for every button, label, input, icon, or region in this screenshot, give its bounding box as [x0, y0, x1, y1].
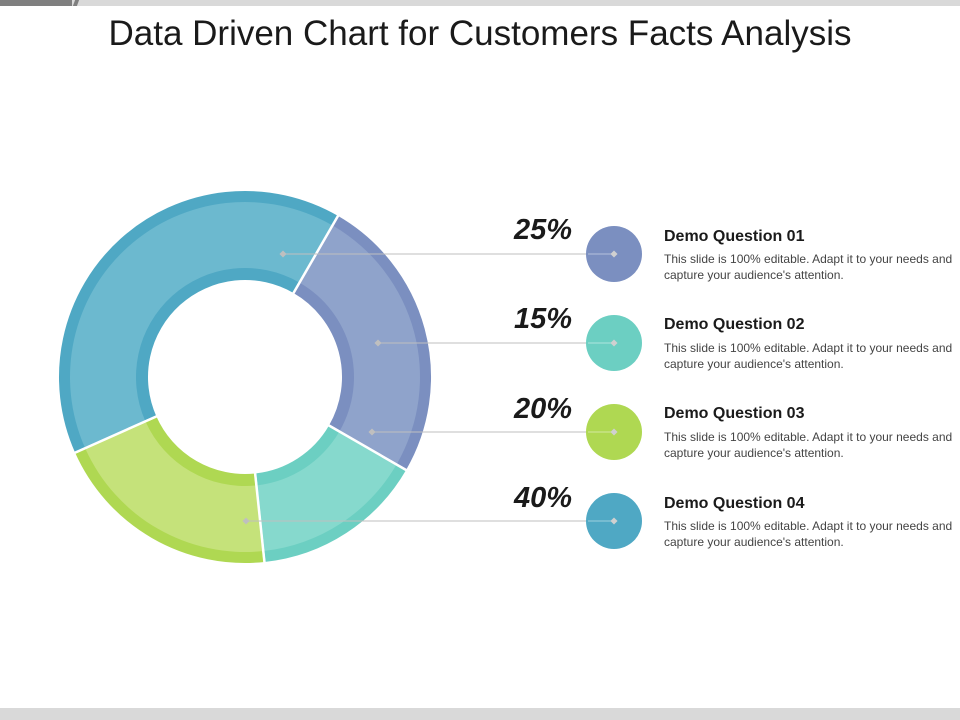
pct-label-1: 25%: [513, 214, 572, 246]
pct-label-3: 20%: [513, 393, 572, 425]
donut-slice-3: [85, 422, 263, 552]
donut-slice-1: [300, 226, 420, 464]
question-title-1: Demo Question 01: [664, 228, 805, 245]
bottom-decor-bar: [0, 708, 960, 720]
connector-start-dot-3: [368, 428, 376, 436]
pct-label-4: 40%: [513, 482, 572, 514]
question-title-4: Demo Question 04: [664, 495, 805, 512]
donut-slice-4: [70, 201, 332, 448]
connector-start-dot-2: [374, 339, 382, 347]
question-title-3: Demo Question 03: [664, 405, 805, 422]
question-desc-2: This slide is 100% editable. Adapt it to…: [664, 341, 953, 371]
connector-start-dot-4: [242, 517, 250, 525]
page-title: Data Driven Chart for Customers Facts An…: [108, 14, 852, 53]
question-desc-1: This slide is 100% editable. Adapt it to…: [664, 252, 953, 282]
legend-marker-dot-4: [610, 517, 618, 525]
top-decor-bar: [0, 0, 960, 6]
legend-marker-dot-2: [610, 339, 618, 347]
donut-slice-gap-4: [72, 414, 159, 455]
donut-slice-gap-3: [253, 471, 266, 565]
legend-marker-dot-1: [610, 250, 618, 258]
question-title-2: Demo Question 02: [664, 316, 805, 333]
connector-start-dot-1: [279, 250, 287, 258]
top-decor-accent: [0, 0, 72, 6]
donut-slice-gap-2: [326, 423, 409, 473]
question-desc-4: This slide is 100% editable. Adapt it to…: [664, 519, 953, 549]
question-desc-3: This slide is 100% editable. Adapt it to…: [664, 430, 953, 460]
legend-marker-dot-3: [610, 428, 618, 436]
pct-label-2: 15%: [513, 303, 572, 335]
